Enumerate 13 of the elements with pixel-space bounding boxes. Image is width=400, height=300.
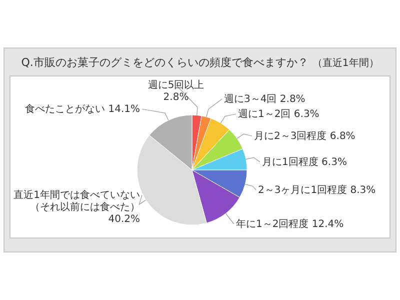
slice-label: 年に1～2回程度 12.4% — [236, 218, 344, 230]
slice-label: 月に2～3回程度 6.8% — [254, 130, 356, 142]
chart-subtitle: （直近1年間） — [312, 57, 379, 69]
slice-label: 週に3～4回 2.8% — [224, 94, 306, 105]
data-label: 2.8% — [163, 92, 189, 103]
slice-label: 週に1～2回 6.3% — [238, 109, 320, 120]
chart-title: Q.市販のお菓子のグミをどのくらいの頻度で食べますか？ — [21, 56, 308, 69]
data-label: 40.2% — [108, 214, 140, 225]
slice-label: 月に1回程度 6.3% — [262, 156, 347, 168]
slice-label: 直近1年間では食べていない（それ以前には食べた） — [14, 189, 140, 213]
slice-label: 2～3ヶ月に1回程度 8.3% — [258, 184, 376, 196]
slice-label: 週に5回以上 — [148, 79, 204, 91]
slice-label: 食べたことがない 14.1% — [25, 103, 140, 115]
